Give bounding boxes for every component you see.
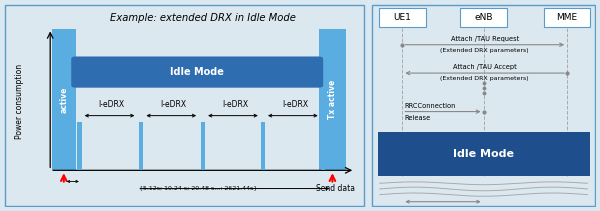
Text: I-eDRX: I-eDRX [222, 100, 248, 108]
Text: I-eDRX: I-eDRX [282, 100, 308, 108]
Bar [77, 122, 82, 170]
FancyBboxPatch shape [544, 8, 590, 27]
Text: (Extended DRX parameters): (Extended DRX parameters) [440, 48, 529, 53]
Text: I-eDRX: I-eDRX [98, 100, 125, 108]
FancyBboxPatch shape [379, 8, 425, 27]
Text: eNB: eNB [475, 13, 493, 22]
Bar [201, 122, 205, 170]
Text: Example: extended DRX in Idle Mode: Example: extended DRX in Idle Mode [110, 14, 296, 23]
Text: Power consumption: Power consumption [15, 64, 24, 139]
Bar [320, 122, 325, 170]
FancyBboxPatch shape [71, 57, 323, 88]
Bar [139, 122, 143, 170]
Bar [52, 28, 76, 170]
Text: active: active [59, 86, 68, 113]
Text: {5.12s; 10.24 s; 20.48 s...: 2621.44s}: {5.12s; 10.24 s; 20.48 s...: 2621.44s} [139, 185, 257, 190]
Text: Send data: Send data [316, 184, 355, 193]
Text: Tx active: Tx active [328, 80, 337, 119]
Text: RRCConnection: RRCConnection [404, 103, 456, 108]
Text: I-eDRX: I-eDRX [160, 100, 187, 108]
Text: Release: Release [404, 115, 431, 121]
Bar [261, 122, 265, 170]
Text: UE1: UE1 [394, 13, 412, 22]
Text: Attach /TAU Accept: Attach /TAU Accept [453, 64, 517, 70]
Bar [377, 132, 590, 176]
FancyBboxPatch shape [460, 8, 507, 27]
Bar [319, 28, 346, 170]
Text: Attach /TAU Request: Attach /TAU Request [451, 36, 519, 42]
Text: MME: MME [557, 13, 578, 22]
Text: (Extended DRX parameters): (Extended DRX parameters) [440, 76, 529, 81]
Text: Idle Mode: Idle Mode [170, 67, 224, 77]
Text: Idle Mode: Idle Mode [453, 149, 514, 159]
